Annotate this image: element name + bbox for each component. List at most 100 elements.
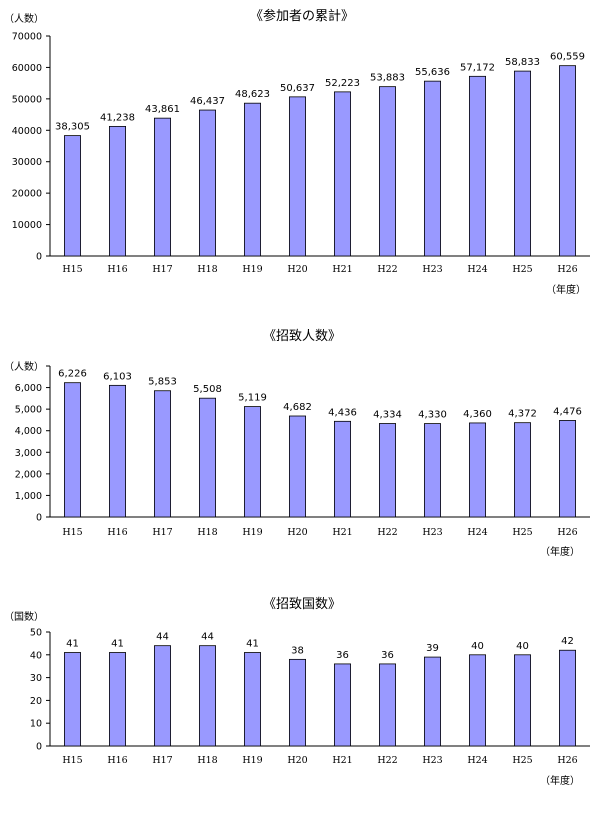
y-tick-label: 60000 — [12, 63, 42, 74]
y-unit-label: （人数） — [4, 12, 44, 25]
data-label: 58,833 — [505, 57, 540, 68]
x-category-label: H21 — [332, 755, 352, 766]
bar — [288, 96, 306, 257]
data-label: 57,172 — [460, 62, 495, 73]
data-label: 39 — [426, 643, 439, 654]
bar — [468, 75, 486, 257]
bar — [559, 420, 577, 518]
x-category-label: H22 — [377, 527, 397, 538]
x-category-label: H19 — [242, 755, 262, 766]
y-tick-label: 50 — [30, 628, 42, 639]
data-label: 48,623 — [235, 89, 270, 100]
x-category-label: H19 — [242, 264, 262, 275]
data-label: 4,682 — [283, 402, 312, 413]
chart-cumulative-participants: 《参加者の累計》 （人数） 0 10000 20000 30000 40000 50000 60… — [0, 0, 605, 300]
x-category-label: H16 — [107, 755, 127, 766]
y-tick-label: 50000 — [12, 94, 42, 105]
data-label: 6,226 — [58, 369, 87, 380]
bar — [333, 420, 351, 518]
bar — [198, 397, 216, 518]
y-tick-label: 0 — [36, 513, 42, 524]
bar — [514, 70, 532, 257]
bar — [378, 423, 396, 518]
x-category-label: H24 — [467, 527, 487, 538]
x-category-label: H23 — [422, 264, 442, 275]
bar — [64, 652, 82, 747]
bar — [288, 415, 306, 518]
x-category-label: H17 — [152, 527, 172, 538]
x-category-label: H26 — [557, 264, 577, 275]
data-label: 4,334 — [373, 410, 402, 421]
bar — [378, 86, 396, 257]
data-label: 53,883 — [370, 73, 405, 84]
y-tick-label: 2,000 — [15, 469, 42, 480]
data-label: 36 — [381, 650, 394, 661]
x-category-label: H20 — [287, 527, 307, 538]
bar — [243, 652, 261, 747]
data-label: 38,305 — [55, 122, 90, 133]
x-category-label: H22 — [377, 755, 397, 766]
x-category-label: H24 — [467, 755, 487, 766]
data-label: 38 — [291, 645, 304, 656]
x-category-label: H18 — [197, 527, 217, 538]
chart-svg: 《参加者の累計》 （人数） 0 10000 20000 30000 40000 50000 60… — [4, 8, 590, 296]
bar — [109, 652, 127, 747]
x-category-label: H15 — [62, 755, 82, 766]
data-label: 52,223 — [325, 78, 360, 89]
bar — [559, 649, 577, 747]
x-category-label: H25 — [512, 755, 532, 766]
x-category-label: H15 — [62, 264, 82, 275]
bar — [559, 65, 577, 257]
y-tick-label: 6,000 — [15, 383, 42, 394]
chart-title: 《招致国数》 — [263, 597, 341, 612]
data-label: 44 — [201, 632, 214, 643]
x-category-label: H24 — [467, 264, 487, 275]
bar — [423, 80, 441, 257]
x-category-label: H19 — [242, 527, 262, 538]
bar — [468, 422, 486, 518]
y-tick-label: 70000 — [12, 32, 42, 43]
data-label: 5,119 — [238, 393, 267, 404]
chart-invited-countries: 《招致国数》 （国数） 0 10 20 30 40 50 41 H15 41 H16 44 H17 44 H1… — [0, 586, 605, 800]
bar — [64, 135, 82, 257]
bar — [153, 645, 171, 747]
x-category-label: H21 — [332, 264, 352, 275]
data-label: 46,437 — [190, 96, 225, 107]
bar — [423, 656, 441, 747]
y-tick-label: 3,000 — [15, 448, 42, 459]
x-category-label: H15 — [62, 527, 82, 538]
y-tick-label: 30 — [30, 673, 42, 684]
data-label: 41 — [66, 639, 79, 650]
data-label: 50,637 — [280, 83, 315, 94]
bar — [64, 382, 82, 518]
y-tick-label: 20000 — [12, 189, 42, 200]
data-label: 4,436 — [328, 407, 357, 418]
bar — [153, 390, 171, 518]
x-category-label: H26 — [557, 527, 577, 538]
y-tick-label: 10000 — [12, 220, 42, 231]
y-tick-label: 4,000 — [15, 426, 42, 437]
data-label: 43,861 — [145, 104, 180, 115]
data-label: 4,360 — [463, 409, 492, 420]
chart-title: 《参加者の累計》 — [250, 8, 354, 24]
x-category-label: H16 — [107, 527, 127, 538]
bar — [109, 384, 127, 518]
data-label: 44 — [156, 632, 169, 643]
bar — [243, 102, 261, 257]
y-tick-label: 0 — [36, 252, 42, 263]
bar — [198, 109, 216, 257]
data-label: 40 — [516, 641, 529, 652]
bar — [468, 654, 486, 747]
bar — [243, 406, 261, 518]
bar — [514, 422, 532, 518]
x-axis-label: （年度） — [540, 545, 580, 558]
y-tick-label: 10 — [30, 719, 42, 730]
y-unit-label: （国数） — [4, 610, 44, 623]
x-category-label: H18 — [197, 755, 217, 766]
x-category-label: H17 — [152, 264, 172, 275]
x-category-label: H22 — [377, 264, 397, 275]
data-label: 42 — [561, 636, 574, 647]
data-label: 41 — [111, 639, 124, 650]
y-tick-label: 40 — [30, 650, 42, 661]
bar — [333, 91, 351, 257]
